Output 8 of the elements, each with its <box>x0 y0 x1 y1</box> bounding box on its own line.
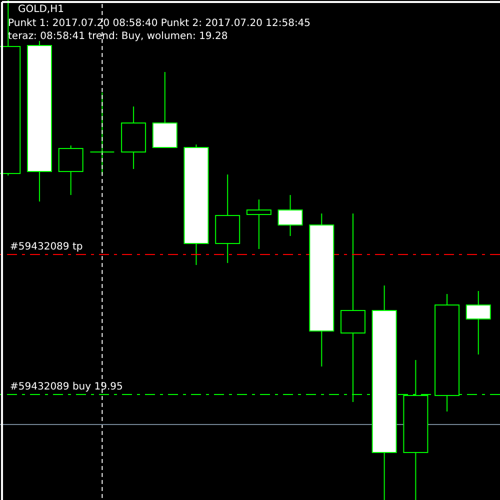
annotation: Punkt 1: 2017.07.20 08:58:40 Punkt 2: 2017.07.20 12:58:45 <box>8 18 311 29</box>
chart-title: GOLD,H1 <box>18 4 64 15</box>
candlestick <box>246 199 272 250</box>
candlestick <box>58 145 84 196</box>
candlestick <box>466 290 491 355</box>
candlestick <box>278 194 303 236</box>
ref-line-label: #59432089 tp <box>10 242 83 252</box>
ref-line-label: #59432089 buy 19.95 <box>10 382 123 392</box>
